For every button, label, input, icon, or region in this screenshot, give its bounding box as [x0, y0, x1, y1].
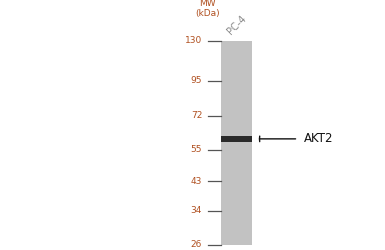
- Text: 26: 26: [191, 240, 202, 249]
- Bar: [221, 41, 252, 245]
- Text: 95: 95: [191, 76, 202, 85]
- Text: 130: 130: [185, 36, 202, 45]
- Bar: [221, 136, 252, 142]
- Text: AKT2: AKT2: [304, 132, 334, 145]
- Text: 34: 34: [191, 206, 202, 215]
- Text: PC-4: PC-4: [225, 14, 248, 36]
- Text: 43: 43: [191, 176, 202, 186]
- Text: 72: 72: [191, 111, 202, 120]
- Text: 55: 55: [191, 146, 202, 154]
- Text: MW
(kDa): MW (kDa): [196, 0, 220, 18]
